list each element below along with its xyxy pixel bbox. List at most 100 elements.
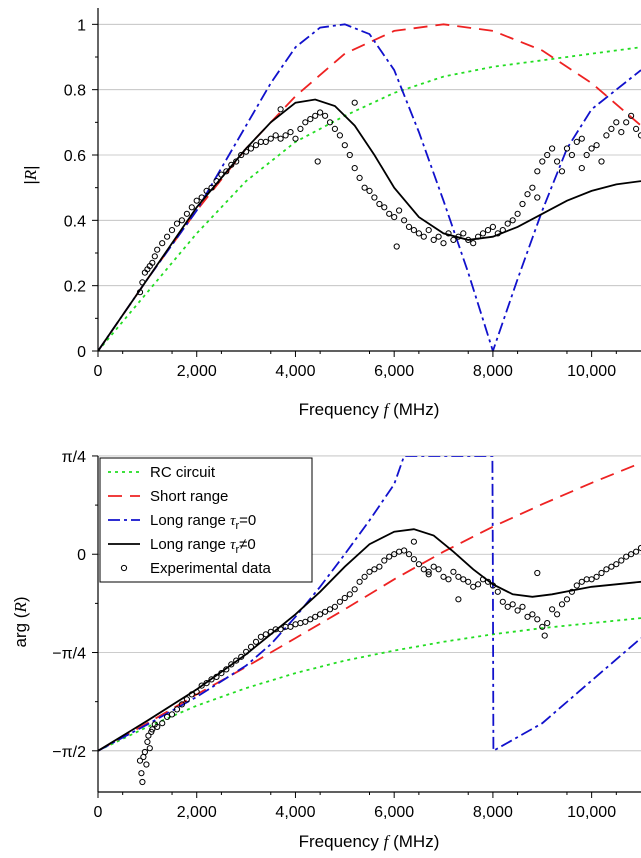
magnitude-series — [98, 23, 641, 351]
phase-data-point — [223, 666, 230, 673]
magnitude-y-tick-label: 0.4 — [64, 213, 86, 230]
phase-experimental-points — [136, 538, 641, 786]
phase-data-point — [262, 631, 269, 638]
phase-data-point — [470, 583, 477, 590]
magnitude-data-point — [188, 204, 195, 211]
phase-data-point — [302, 618, 309, 625]
magnitude-y-tick-label: 0.6 — [64, 148, 86, 165]
magnitude-data-point — [455, 233, 462, 240]
phase-y-tick-label: π/4 — [62, 449, 86, 466]
magnitude-y-axis-label: |R| — [21, 165, 40, 184]
phase-data-point — [484, 578, 492, 585]
magnitude-data-point — [193, 197, 200, 204]
phase-data-point — [623, 553, 630, 560]
magnitude-data-point — [228, 161, 235, 168]
magnitude-data-point — [549, 145, 556, 152]
phase-data-point — [145, 732, 152, 739]
magnitude-data-point — [164, 233, 171, 240]
magnitude-data-point — [307, 116, 314, 123]
magnitude-experimental-points — [136, 99, 641, 296]
magnitude-data-point — [173, 220, 181, 227]
magnitude-data-point — [470, 240, 477, 247]
magnitude-x-tick-label: 6,000 — [374, 363, 414, 380]
phase-data-point — [405, 551, 413, 558]
phase-data-point — [159, 720, 166, 727]
phase-data-point — [541, 632, 548, 639]
phase-data-point — [218, 670, 225, 677]
magnitude-data-point — [326, 119, 334, 126]
phase-data-point — [544, 620, 551, 627]
phase-data-point — [140, 753, 147, 761]
magnitude-data-point — [149, 259, 156, 266]
phase-data-point — [475, 581, 482, 588]
phase-data-point — [141, 748, 148, 756]
magnitude-data-point — [272, 132, 279, 139]
phase-data-point — [420, 566, 427, 573]
magnitude-y-tick-label: 0.2 — [64, 279, 86, 296]
magnitude-data-point — [578, 135, 585, 142]
phase-data-point — [136, 757, 144, 764]
phase-line-long0 — [98, 456, 641, 753]
magnitude-data-point — [554, 158, 561, 165]
magnitude-line-long0 — [98, 23, 641, 351]
phase-data-point — [578, 578, 585, 585]
phase-x-tick-label: 8,000 — [473, 804, 513, 821]
phase-line-rc — [98, 617, 641, 752]
phase-data-point — [410, 556, 417, 563]
phase-data-point — [173, 706, 181, 713]
magnitude-data-point — [322, 112, 329, 119]
phase-series — [98, 456, 641, 753]
magnitude-line-rc — [98, 46, 641, 351]
magnitude-data-point — [336, 132, 343, 139]
phase-data-point — [183, 696, 190, 703]
phase-data-point — [534, 569, 541, 577]
magnitude-y-tick-label: 0 — [77, 344, 86, 361]
phase-data-point — [138, 770, 145, 777]
chart-legend: RC circuit Short range Long range τr=0 Long… — [99, 457, 313, 583]
magnitude-data-point — [376, 200, 383, 208]
magnitude-data-point — [435, 233, 442, 240]
phase-y-tick-label: −π/2 — [52, 744, 86, 761]
magnitude-data-point — [371, 194, 378, 201]
phase-data-point — [445, 576, 452, 583]
phase-x-axis-label: Frequency f (MHz) — [299, 832, 440, 851]
magnitude-y-ticks: 0 0.2 0.4 0.6 0.8 1 — [64, 17, 98, 361]
magnitude-data-point — [593, 142, 600, 149]
phase-data-point — [341, 594, 348, 602]
phase-data-point — [401, 547, 408, 554]
magnitude-data-point — [401, 217, 408, 224]
phase-x-tick-label: 4,000 — [275, 804, 315, 821]
phase-data-point — [193, 688, 200, 696]
magnitude-data-point — [381, 204, 388, 211]
magnitude-data-point — [154, 246, 161, 253]
magnitude-data-point — [208, 184, 215, 191]
magnitude-x-tick-label: 10,000 — [567, 363, 616, 380]
phase-data-point — [252, 638, 260, 645]
phase-x-ticks: 0 2,000 4,000 6,000 8,000 10,000 — [94, 792, 617, 821]
magnitude-data-point — [588, 145, 595, 152]
magnitude-data-point — [613, 119, 620, 126]
magnitude-y-tick-label: 0.8 — [64, 83, 86, 100]
phase-data-point — [371, 566, 378, 573]
magnitude-data-point — [203, 187, 210, 194]
magnitude-data-point — [489, 223, 496, 230]
magnitude-data-point — [317, 109, 324, 116]
phase-data-point — [168, 711, 176, 718]
magnitude-data-point — [410, 227, 417, 234]
magnitude-data-point — [568, 151, 576, 159]
phase-y-tick-label: −π/4 — [52, 646, 86, 663]
magnitude-data-point — [292, 135, 299, 142]
magnitude-data-point — [297, 125, 304, 132]
phase-data-point — [460, 576, 467, 583]
magnitude-data-point — [233, 158, 240, 165]
magnitude-line-short — [98, 23, 641, 351]
phase-data-point — [149, 726, 156, 733]
phase-data-point — [228, 661, 235, 668]
magnitude-data-point — [484, 227, 492, 234]
phase-data-point — [203, 680, 210, 687]
phase-data-point — [247, 643, 255, 650]
magnitude-data-point — [445, 230, 452, 237]
phase-y-tick-label: 0 — [77, 547, 86, 564]
phase-data-point — [164, 713, 171, 721]
